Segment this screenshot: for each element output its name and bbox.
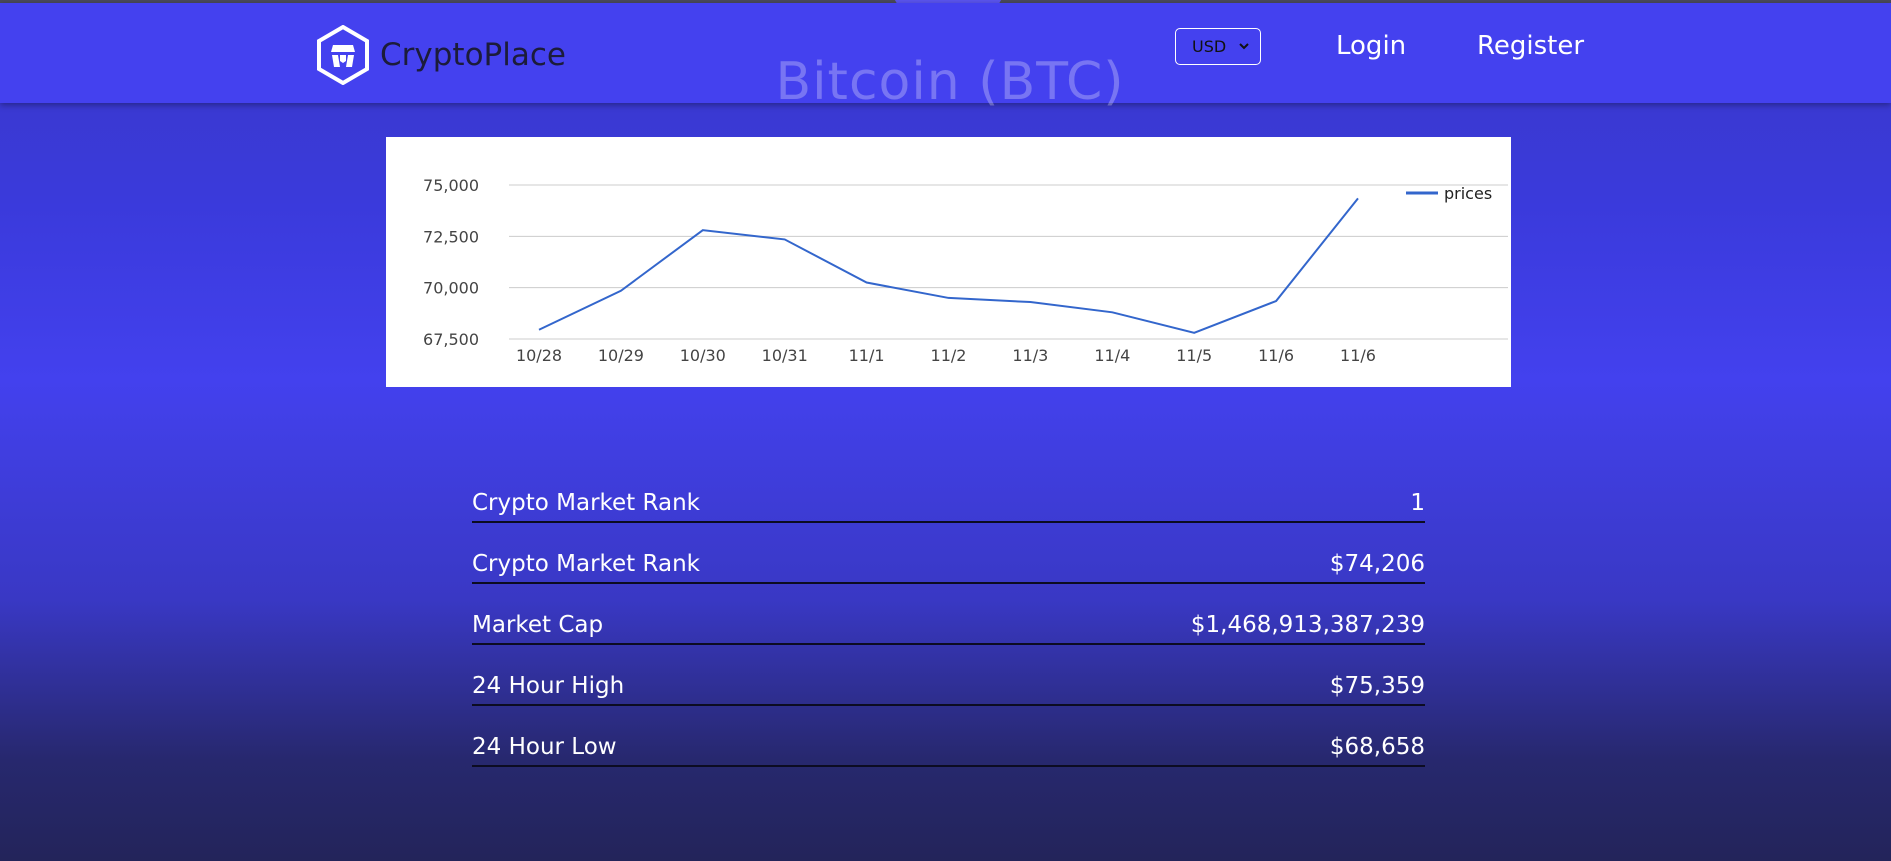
legend-label: prices: [1444, 184, 1492, 203]
row-divider: [472, 582, 1425, 584]
stat-row-24h-low: 24 Hour Low $68,658: [472, 722, 1425, 783]
coin-stats-table: Crypto Market Rank 1 Crypto Market Rank …: [472, 478, 1425, 783]
x-tick-label: 11/4: [1094, 346, 1130, 365]
brand-name: CryptoPlace: [380, 37, 566, 73]
chevron-down-icon: [1239, 43, 1249, 50]
row-divider: [472, 765, 1425, 767]
series-line-prices: [538, 197, 1359, 334]
currency-select-value: USD: [1192, 37, 1227, 56]
stat-value: 1: [1410, 490, 1425, 516]
row-divider: [472, 704, 1425, 706]
register-link[interactable]: Register: [1477, 31, 1585, 61]
y-tick-label: 72,500: [423, 227, 479, 246]
stat-row-market-cap: Market Cap $1,468,913,387,239: [472, 600, 1425, 661]
y-tick-label: 75,000: [423, 176, 479, 195]
crypto-logo-icon: [317, 25, 369, 85]
x-tick-label: 10/28: [516, 346, 562, 365]
stat-value: $75,359: [1329, 673, 1425, 699]
x-tick-label: 11/3: [1012, 346, 1048, 365]
x-tick-label: 11/6: [1258, 346, 1294, 365]
currency-select[interactable]: USD: [1175, 28, 1261, 65]
site-header: CryptoPlace USD Login Register: [0, 3, 1891, 103]
stat-value: $74,206: [1329, 551, 1425, 577]
x-tick-label: 11/5: [1176, 346, 1212, 365]
x-tick-label: 10/31: [762, 346, 808, 365]
price-chart-svg: 67,500 70,000 72,500 75,000 10/28 10/29 10/30 1…: [423, 176, 1508, 365]
brand-logo[interactable]: CryptoPlace: [316, 25, 566, 85]
login-link[interactable]: Login: [1336, 31, 1407, 61]
stat-value: $68,658: [1329, 734, 1425, 760]
x-tick-label: 11/6: [1340, 346, 1376, 365]
y-tick-label: 70,000: [423, 279, 479, 298]
y-tick-label: 67,500: [423, 330, 479, 349]
x-tick-label: 11/2: [931, 346, 967, 365]
stat-value: $1,468,913,387,239: [1190, 612, 1425, 638]
row-divider: [472, 643, 1425, 645]
stat-label: Crypto Market Rank: [472, 490, 700, 516]
x-tick-label: 11/1: [849, 346, 885, 365]
stat-label: 24 Hour Low: [472, 734, 617, 760]
stat-row-24h-high: 24 Hour High $75,359: [472, 661, 1425, 722]
row-divider: [472, 521, 1425, 523]
price-chart: 67,500 70,000 72,500 75,000 10/28 10/29 10/30 1…: [386, 137, 1511, 387]
stat-row-rank: Crypto Market Rank 1: [472, 478, 1425, 539]
x-tick-label: 10/29: [598, 346, 644, 365]
stat-label: Market Cap: [472, 612, 604, 638]
stat-label: 24 Hour High: [472, 673, 625, 699]
coin-title: Bitcoin (BTC): [775, 52, 1125, 112]
x-tick-label: 10/30: [680, 346, 726, 365]
stat-label: Crypto Market Rank: [472, 551, 700, 577]
stat-row-price: Crypto Market Rank $74,206: [472, 539, 1425, 600]
